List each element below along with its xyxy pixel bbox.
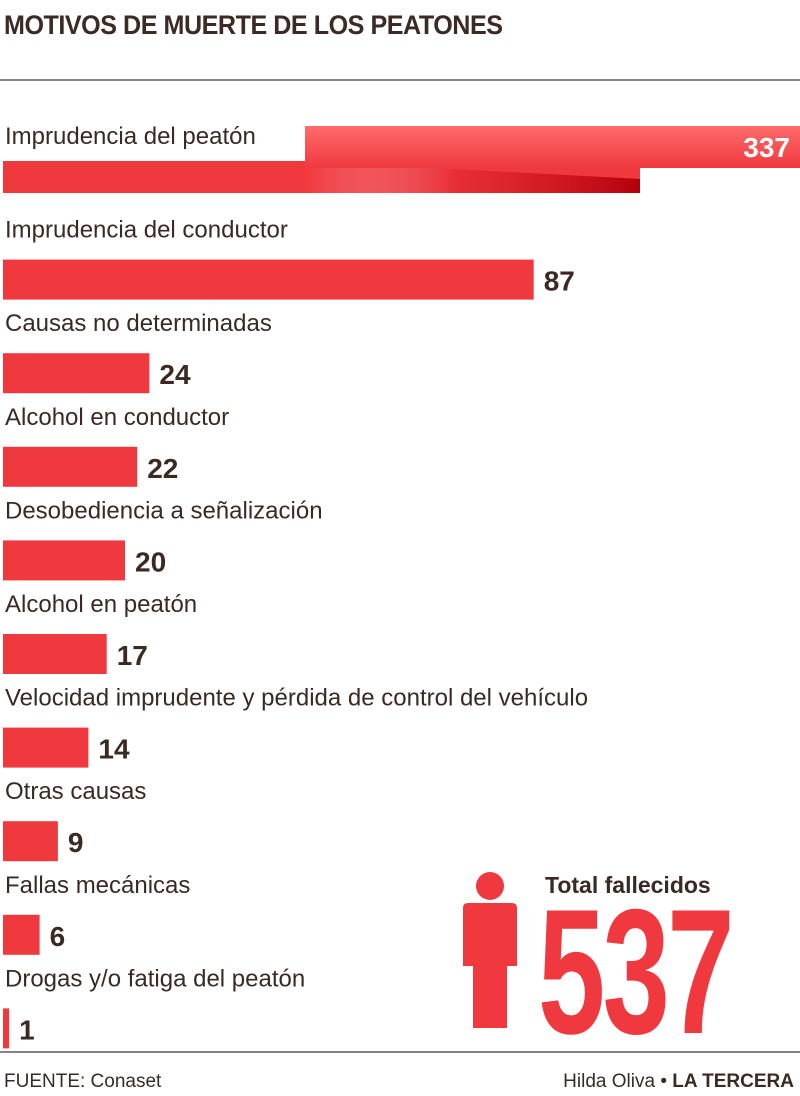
category-label: Alcohol en conductor xyxy=(5,404,229,431)
category-label: Desobediencia a señalización xyxy=(5,497,323,524)
publication-name: LA TERCERA xyxy=(672,1071,794,1092)
bar xyxy=(3,914,40,955)
credit-separator: • xyxy=(660,1071,667,1092)
person-icon xyxy=(455,870,525,1030)
value-label: 87 xyxy=(544,266,575,297)
author-name: Hilda Oliva xyxy=(563,1071,656,1092)
category-label: Alcohol en peatón xyxy=(5,591,197,618)
bar xyxy=(3,634,107,674)
top-divider xyxy=(0,79,800,81)
source-credit: FUENTE: Conaset xyxy=(4,1071,162,1092)
bar-primary-fold xyxy=(305,161,640,193)
value-label: 9 xyxy=(68,827,84,858)
value-label: 20 xyxy=(135,546,166,577)
total-value: 537 xyxy=(538,872,735,1071)
author-credit: Hilda Oliva • LA TERCERA xyxy=(563,1071,794,1093)
category-label: Imprudencia del conductor xyxy=(5,217,288,244)
bottom-divider xyxy=(0,1051,800,1053)
bar xyxy=(3,353,150,394)
bar xyxy=(3,727,89,768)
value-label: 1 xyxy=(19,1014,35,1045)
value-label: 14 xyxy=(98,734,130,765)
total-label: Total fallecidos xyxy=(545,872,711,898)
bar xyxy=(3,1008,10,1049)
bar-primary-extension xyxy=(305,126,800,168)
value-label: 17 xyxy=(117,640,148,671)
category-label: Causas no determinadas xyxy=(5,310,272,337)
category-label: Drogas y/o fatiga del peatón xyxy=(5,965,305,992)
bar xyxy=(3,821,58,862)
category-label: Fallas mecánicas xyxy=(5,872,190,899)
category-label: Imprudencia del peatón xyxy=(5,123,256,150)
bar xyxy=(3,259,534,300)
category-label: Velocidad imprudente y pérdida de contro… xyxy=(5,685,588,712)
bar xyxy=(3,446,138,487)
value-label: 337 xyxy=(743,132,790,163)
chart-title: MOTIVOS DE MUERTE DE LOS PEATONES xyxy=(4,10,503,40)
value-label: 22 xyxy=(147,453,178,484)
value-label: 6 xyxy=(50,921,66,952)
category-label: Otras causas xyxy=(5,778,146,805)
bar xyxy=(3,540,125,581)
value-label: 24 xyxy=(159,359,191,390)
